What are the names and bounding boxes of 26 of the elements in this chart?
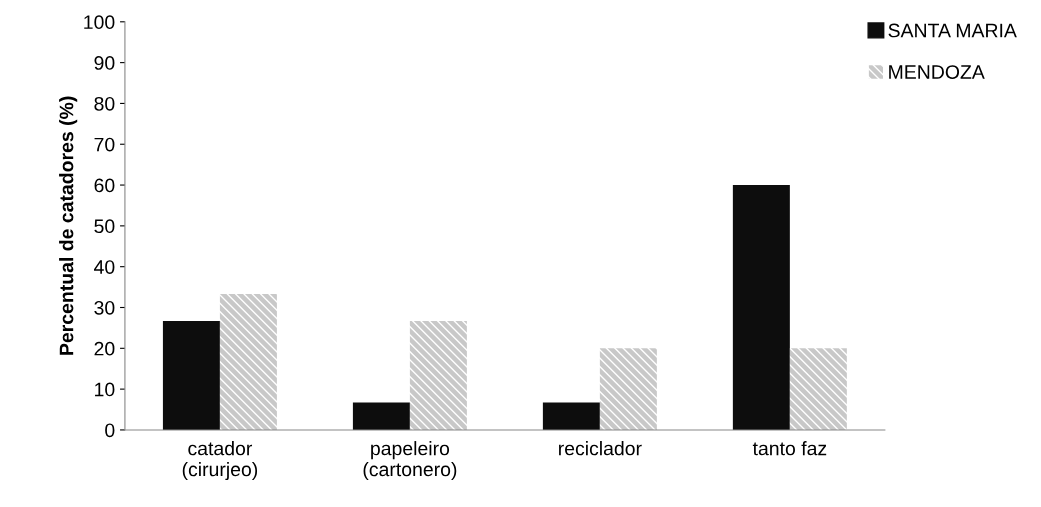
legend-label: SANTA MARIA <box>888 23 1017 38</box>
y-tick-label: 60 <box>94 178 115 193</box>
bar <box>352 402 410 430</box>
y-tick-label: 90 <box>94 56 115 70</box>
x-tick-label: papeleiro (cartonero) <box>363 441 457 481</box>
y-tick-label: 70 <box>94 137 115 152</box>
y-tick-label: 50 <box>94 219 115 234</box>
bar <box>789 348 847 430</box>
y-tick-label: 30 <box>94 300 115 315</box>
bar <box>162 320 220 430</box>
y-tick-label: 40 <box>94 260 115 274</box>
y-tick-label: 80 <box>94 96 115 111</box>
x-tick-label: reciclador <box>559 441 642 456</box>
bar <box>409 320 467 430</box>
y-tick-label: 20 <box>94 341 115 356</box>
bar <box>599 348 657 430</box>
legend-label: MENDOZA <box>889 65 985 79</box>
x-tick-label: catador (cirurjeo) <box>182 441 258 481</box>
y-axis-title: Percentual de catadores (%) <box>59 96 78 355</box>
bar <box>542 402 600 430</box>
bar <box>219 294 277 430</box>
y-tick-label: 10 <box>95 382 115 397</box>
x-tick-label: tanto faz <box>752 441 827 456</box>
y-tick-label: 100 <box>84 15 115 30</box>
bar <box>732 185 790 430</box>
y-tick-label: 0 <box>105 423 115 438</box>
